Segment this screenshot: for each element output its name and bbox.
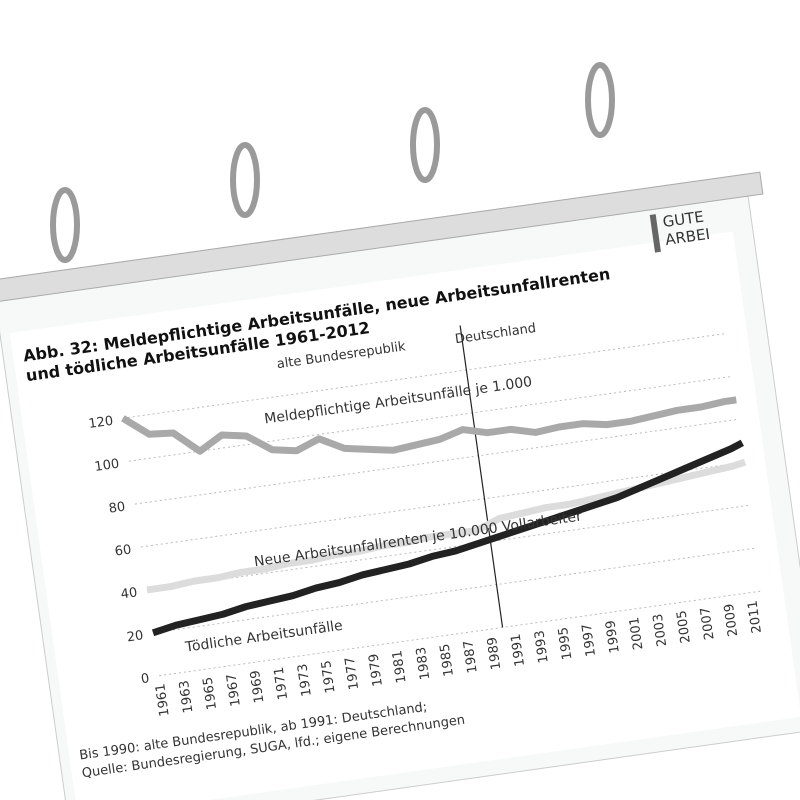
x-tick-label: 1983: [414, 646, 433, 681]
grid-line: [152, 547, 758, 634]
grid-line: [122, 332, 728, 419]
ring: [585, 62, 615, 138]
x-tick-label: 1981: [390, 649, 409, 684]
x-tick-label: 1991: [509, 633, 528, 668]
grid-line: [128, 375, 734, 462]
x-tick-label: 1975: [319, 659, 338, 694]
y-tick-label: 120: [88, 414, 115, 432]
sheet: GUTE ARBEI Abb. 32: Meldepflichtige Arbe…: [0, 171, 800, 800]
x-tick-label: 1965: [201, 676, 220, 711]
x-tick-label: 1961: [153, 683, 172, 718]
x-tick-label: 1967: [224, 673, 243, 708]
series-line: [151, 439, 744, 637]
paper: [9, 231, 800, 800]
period-divider: [459, 325, 504, 628]
x-tick-label: 2005: [674, 609, 693, 644]
x-tick-label: 1977: [343, 656, 362, 691]
x-tick-label: 2011: [745, 599, 764, 634]
y-tick-label: 40: [120, 585, 138, 602]
ring: [50, 187, 80, 263]
grid-line: [134, 418, 740, 505]
grid-line: [140, 461, 746, 548]
grid-line: [159, 590, 764, 677]
x-tick-label: 2007: [698, 606, 717, 641]
x-tick-label: 1979: [366, 653, 385, 688]
x-tick-label: 1987: [461, 639, 480, 674]
rings: [50, 62, 615, 263]
binder-spine: [0, 171, 764, 304]
x-tick-label: 1985: [438, 643, 457, 678]
x-tick-label: 1989: [485, 636, 504, 671]
logo-bar: [649, 214, 661, 253]
x-tick-label: 1963: [177, 679, 196, 714]
logo-text: GUTE: [662, 208, 705, 232]
x-tick-label: 2009: [722, 603, 741, 638]
y-tick-label: 20: [126, 628, 144, 645]
y-tick-label: 60: [114, 542, 132, 559]
x-tick-label: 1999: [603, 619, 622, 654]
y-tick-label: 80: [108, 500, 126, 517]
x-tick-label: 1993: [532, 629, 551, 664]
x-tick-label: 2001: [627, 616, 646, 651]
x-tick-label: 1971: [272, 666, 291, 701]
y-tick-label: 0: [140, 671, 150, 687]
x-tick-label: 1997: [580, 623, 599, 658]
y-tick-label: 100: [94, 457, 121, 475]
x-tick-label: 1995: [556, 626, 575, 661]
ring: [230, 142, 260, 218]
x-tick-label: 1969: [248, 669, 267, 704]
x-tick-label: 2003: [651, 613, 670, 648]
x-tick-label: 1973: [295, 663, 314, 698]
ring: [410, 107, 440, 183]
series-line: [121, 396, 737, 455]
grid-line: [146, 504, 752, 591]
